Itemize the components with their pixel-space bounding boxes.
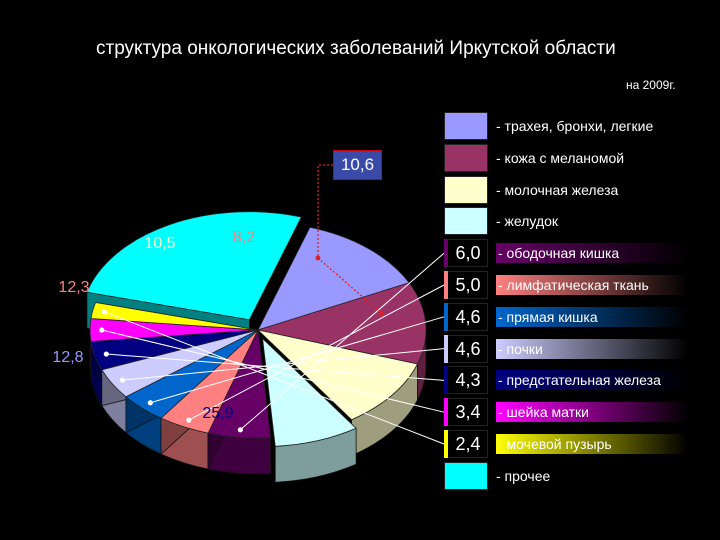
leader-line	[240, 252, 445, 431]
leader-line	[150, 316, 445, 404]
slice-4	[262, 337, 357, 447]
slice-2	[256, 282, 427, 365]
leader-line	[122, 348, 445, 381]
leader-dot	[101, 309, 107, 315]
leader-dot	[103, 351, 109, 357]
slice-11	[90, 302, 259, 331]
leader-line	[106, 353, 445, 381]
legend-value: 4,3	[444, 366, 488, 394]
legend-label: - прочее	[496, 468, 551, 484]
legend-label: - мочевой пузырь	[496, 434, 688, 454]
legend-label: - трахея, бронхи, легкие	[496, 118, 654, 134]
callout-dot	[315, 255, 321, 261]
callout-leader	[315, 164, 384, 316]
slice-value-label: 12,8	[52, 349, 83, 366]
leader-dot	[237, 427, 243, 433]
legend-swatch	[444, 112, 488, 140]
leader-line	[104, 311, 445, 445]
chart-subtitle: на 2009г.	[626, 78, 676, 92]
legend-value: 4,6	[444, 303, 488, 331]
pie-tops	[86, 211, 427, 447]
legend-swatch	[444, 366, 488, 394]
leader-dot	[186, 417, 192, 423]
legend-label: - шейка матки	[496, 402, 688, 422]
legend-swatch	[444, 462, 488, 490]
legend-swatch	[444, 176, 488, 204]
leader-line	[188, 284, 445, 421]
leader-lines	[99, 252, 445, 445]
legend-label: - лимфатическая ткань	[496, 275, 688, 295]
callout-box: 10,6	[333, 150, 382, 180]
slice-value-label: 8,2	[233, 229, 255, 246]
callout-dot	[378, 310, 384, 316]
legend-label: - прямая кишка	[496, 307, 688, 327]
slice-value-label: 25,9	[202, 405, 233, 422]
slice-3	[256, 329, 419, 421]
legend-label: - желудок	[496, 213, 559, 229]
slice-value-label: 10,5	[144, 235, 175, 252]
leader-dot	[119, 377, 126, 383]
legend-label: - молочная железа	[496, 182, 619, 198]
leader-line	[101, 329, 445, 413]
legend-value: 2,4	[444, 430, 488, 458]
chart-title: структура онкологических заболеваний Ирк…	[96, 38, 616, 59]
legend-swatch	[444, 207, 488, 235]
legend-label: - почки	[496, 339, 688, 359]
slice-1	[257, 226, 410, 331]
leader-dot	[147, 400, 153, 406]
slice-12	[86, 211, 302, 321]
slice-value-labels: 12,8 12,3 10,5 8,2 25,9	[52, 229, 255, 422]
callout-line	[317, 164, 382, 314]
legend-label: - предстательная железа	[496, 370, 688, 390]
legend-swatch	[444, 144, 488, 172]
legend-label: - ободочная кишка	[496, 243, 688, 263]
legend-label: - кожа с меланомой	[496, 150, 625, 166]
slice-value-label: 12,3	[58, 279, 89, 296]
legend-swatch	[444, 303, 488, 331]
leader-dot	[99, 327, 105, 333]
legend-value: 6,0	[444, 239, 488, 267]
legend-value: 5,0	[444, 271, 488, 299]
legend-value: 4,6	[444, 335, 488, 363]
legend-swatch	[444, 430, 488, 458]
legend-value: 3,4	[444, 398, 488, 426]
legend-swatch	[444, 239, 488, 267]
